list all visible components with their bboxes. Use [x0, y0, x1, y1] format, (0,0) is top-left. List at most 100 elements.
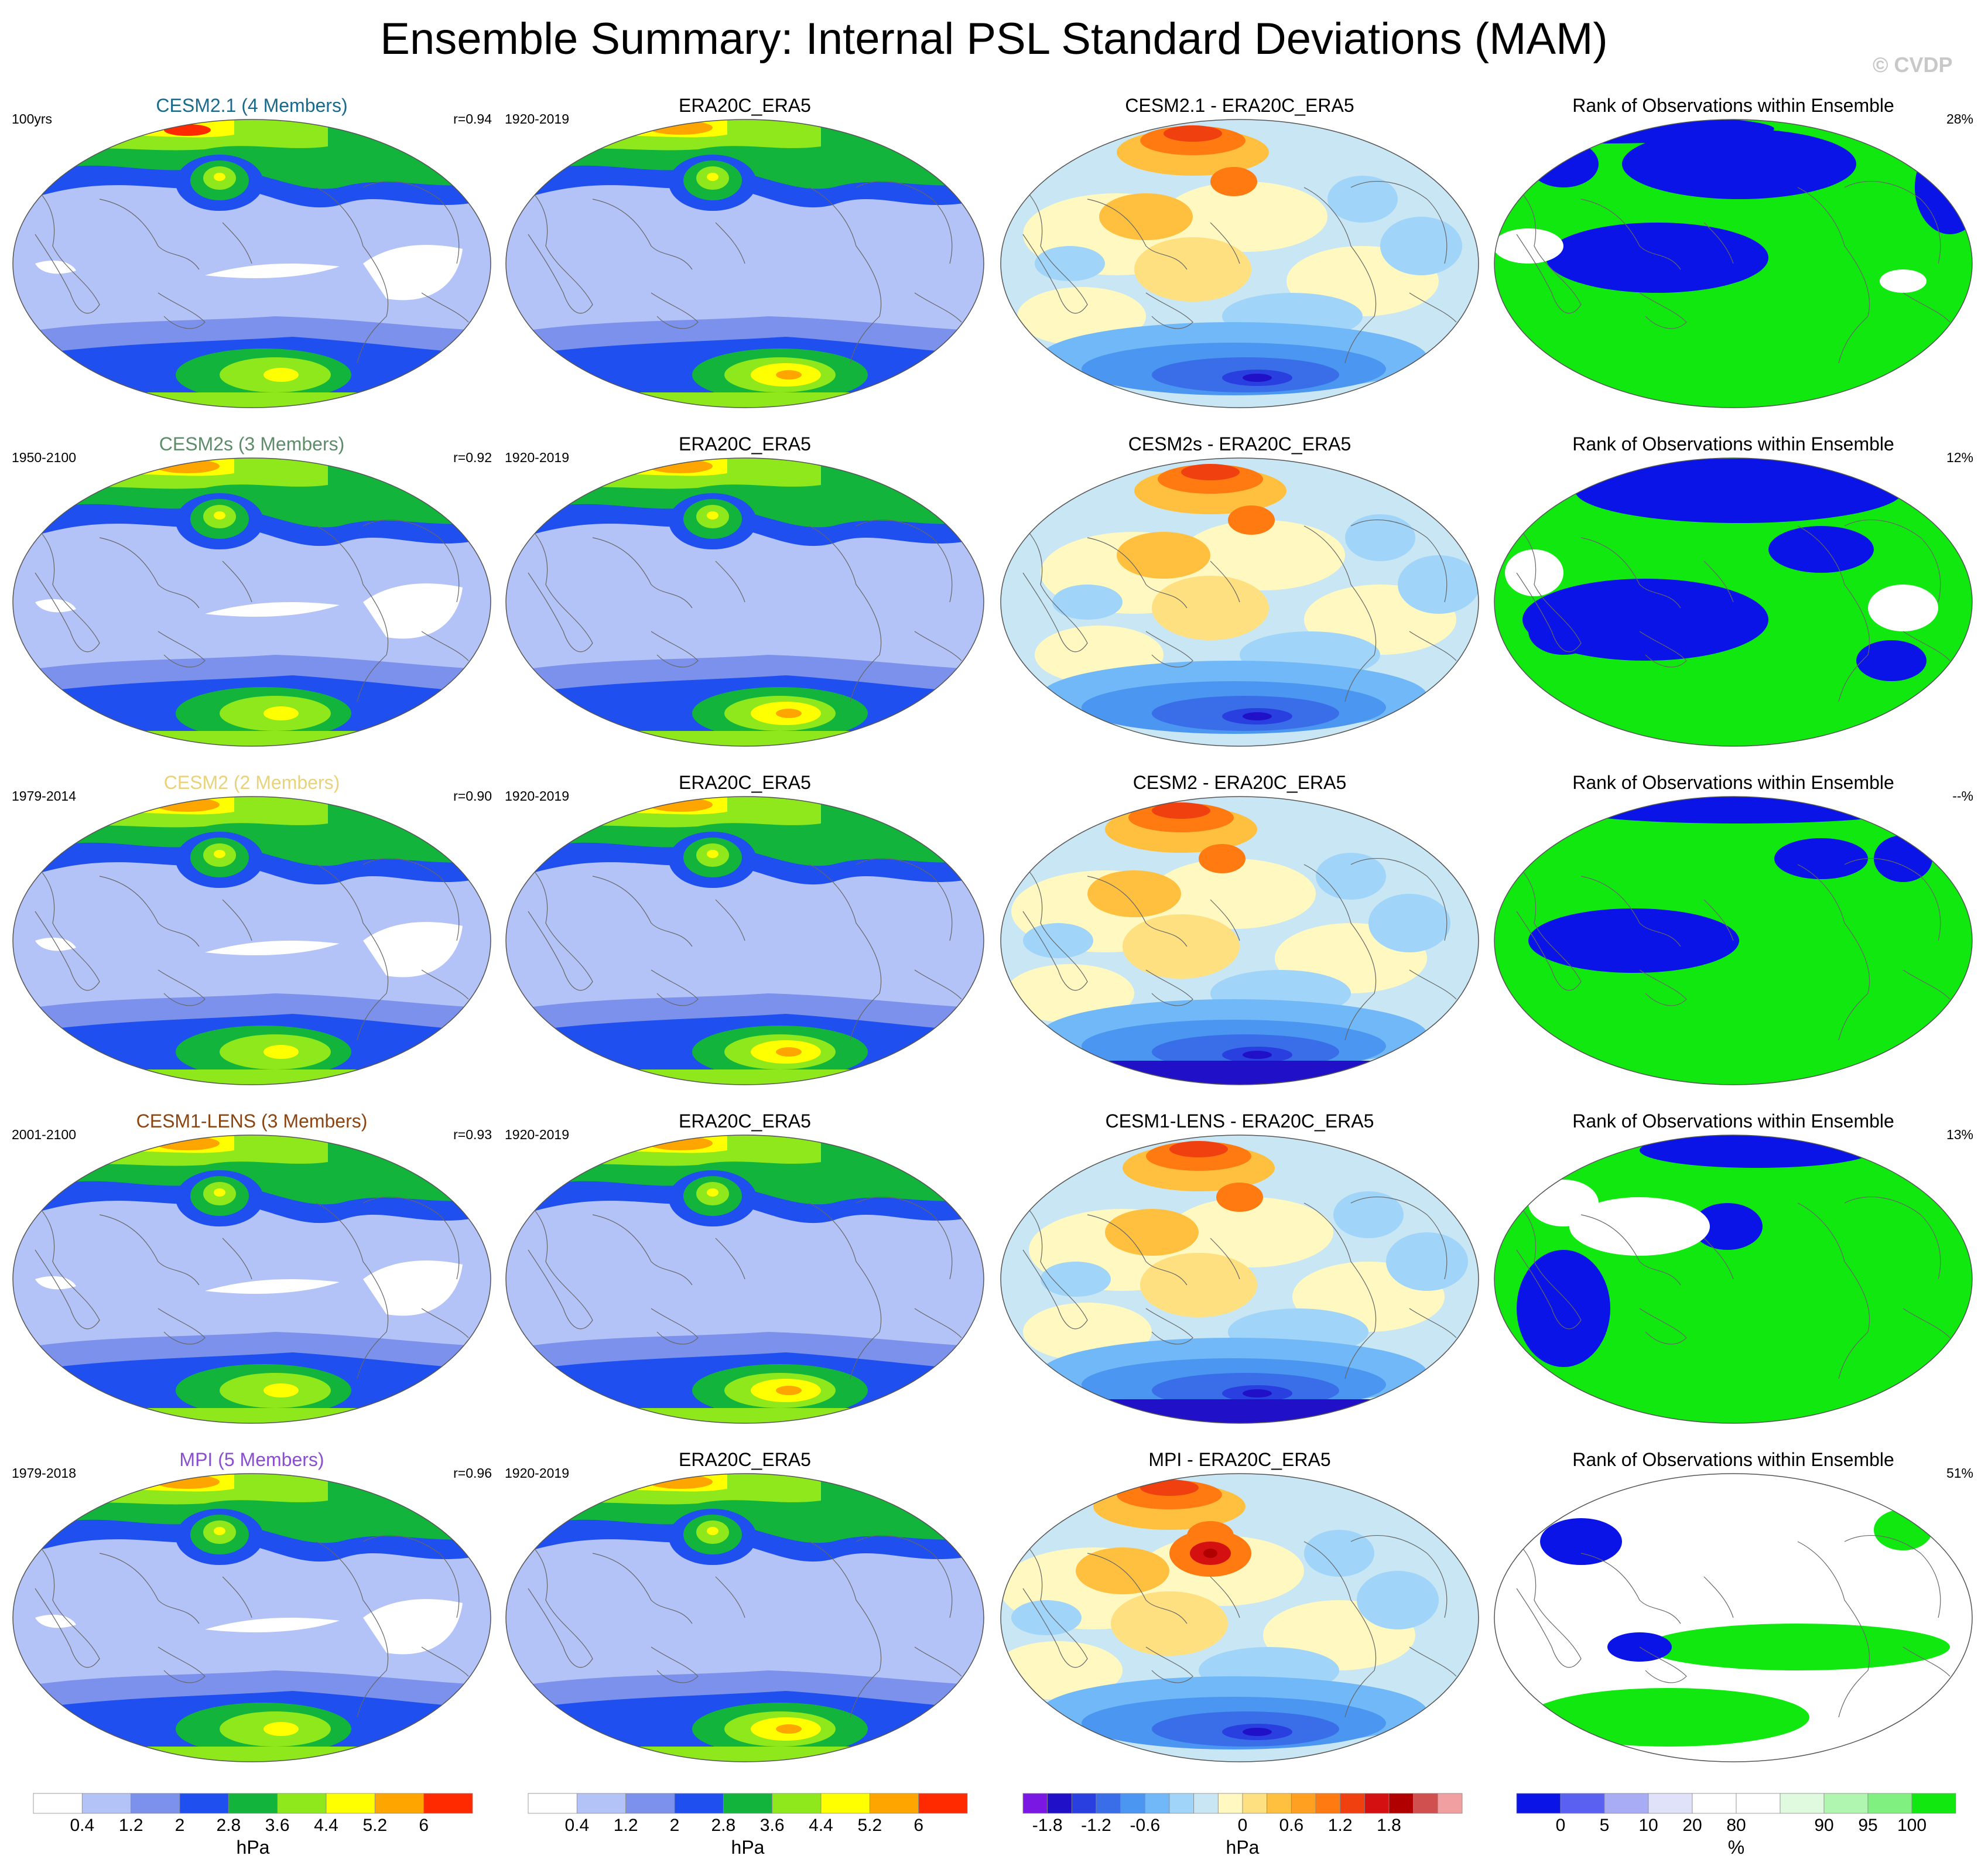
colorbar-swatch [1022, 1793, 1048, 1814]
coastline [35, 187, 100, 314]
map-panel-rank: Rank of Observations within Ensemble --% [1493, 771, 1973, 1105]
coastline [1639, 631, 1687, 668]
coastline [158, 969, 206, 1006]
colorbar-swatch [918, 1793, 968, 1814]
colorbar-swatch [1071, 1793, 1097, 1814]
coastline [856, 858, 953, 941]
map-border [1000, 1135, 1479, 1424]
coastline [222, 561, 252, 603]
coastline [715, 1238, 745, 1280]
colorbar-swatch [1413, 1793, 1438, 1814]
colorbar-tick-label: 0.4 [70, 1816, 95, 1835]
coastline [1580, 537, 1681, 609]
coastline [528, 187, 593, 314]
map-diff [1000, 1473, 1479, 1762]
coastline [158, 1308, 206, 1345]
map-panel-diff: CESM2 - ERA20C_ERA5 [1000, 771, 1480, 1105]
coastline [1580, 199, 1681, 270]
coastline [222, 899, 252, 941]
coastline [1303, 1202, 1377, 1379]
colorbar-3: -1.8 -1.2 -0.6 0 0.6 1.2 1.8 hPa [1022, 1792, 1467, 1868]
colorbar-swatch [423, 1793, 473, 1814]
coastline [1350, 858, 1448, 941]
colorbar-swatch [1340, 1793, 1365, 1814]
coastline [222, 222, 252, 264]
panel-period-label: 1920-2019 [505, 1127, 569, 1142]
colorbar-tick-label: 1.2 [1327, 1816, 1353, 1835]
colorbar-swatch [772, 1793, 822, 1814]
panel-title: Rank of Observations within Ensemble [1572, 95, 1894, 116]
coastline [362, 858, 460, 941]
colorbar-tick-label: 3.6 [265, 1816, 290, 1835]
colorbar-swatch [1911, 1793, 1956, 1814]
colorbar-tick-label: 4.4 [314, 1816, 338, 1835]
coastline [99, 199, 200, 270]
coastline [1022, 1202, 1088, 1330]
panel-title: ERA20C_ERA5 [679, 1110, 811, 1132]
coastline [1409, 969, 1457, 1000]
colorbar-tick-label: -0.6 [1130, 1816, 1161, 1835]
colorbar-swatch [131, 1793, 180, 1814]
coastline [1087, 199, 1188, 270]
coastline [914, 1308, 962, 1338]
map-rank [1494, 796, 1973, 1085]
coastline [316, 1541, 389, 1718]
rank-percent-label: 12% [1946, 450, 1973, 465]
coastline [1903, 969, 1951, 1000]
coastline [914, 1646, 962, 1677]
map-obs [505, 1473, 984, 1762]
colorbar-tick-label: 95 [1858, 1816, 1878, 1835]
panel-period-label: 1920-2019 [505, 111, 569, 127]
map-obs [505, 796, 984, 1085]
colorbar-swatch [1096, 1793, 1121, 1814]
map-panel-obs: ERA20C_ERA5 1920-2019 [505, 1109, 985, 1443]
map-model [12, 796, 491, 1085]
coastline [1022, 1541, 1088, 1668]
coastline [1210, 1576, 1240, 1618]
colorbar-unit-label: hPa [731, 1837, 765, 1858]
coastline [528, 525, 593, 652]
rank-percent-label: 28% [1946, 111, 1973, 127]
colorbar-swatch [1388, 1793, 1414, 1814]
colorbar-tick-label: 4.4 [809, 1816, 833, 1835]
colorbar-swatch [1047, 1793, 1072, 1814]
map-border [1494, 1473, 1973, 1762]
panel-title: ERA20C_ERA5 [679, 433, 811, 455]
coastline [914, 969, 962, 1000]
coastline [592, 1214, 693, 1286]
panel-period-label: 1920-2019 [505, 1465, 569, 1481]
coastline [99, 876, 200, 947]
coastline [421, 631, 469, 661]
rank-percent-label: 13% [1946, 1127, 1973, 1142]
panel-title: CESM2.1 (4 Members) [156, 95, 348, 116]
coastline [715, 899, 745, 941]
coastline [316, 525, 389, 702]
coastline [1639, 1308, 1687, 1345]
map-border [505, 119, 984, 408]
coastline [651, 631, 699, 668]
panel-title: CESM2 (2 Members) [163, 772, 340, 793]
coastline [856, 1535, 953, 1618]
panel-period-label: 1950-2100 [12, 450, 76, 465]
coastline [35, 1202, 100, 1330]
coastline [715, 561, 745, 603]
map-border [505, 457, 984, 747]
colorbar-swatch [1692, 1793, 1737, 1814]
rank-percent-label: --% [1952, 788, 1973, 804]
colorbar-tick-label: -1.2 [1081, 1816, 1111, 1835]
coastline [316, 1202, 389, 1379]
colorbar-tick-label: 80 [1726, 1816, 1746, 1835]
figure-title: Ensemble Summary: Internal PSL Standard … [380, 14, 1608, 64]
coastline [1516, 525, 1582, 652]
map-model [12, 119, 491, 408]
coastline [1703, 899, 1734, 941]
panel-title: CESM2.1 - ERA20C_ERA5 [1125, 95, 1354, 116]
coastline [1409, 292, 1457, 323]
map-rank [1494, 119, 1973, 408]
colorbar-swatch [1364, 1793, 1390, 1814]
map-panel-diff: MPI - ERA20C_ERA5 [1000, 1448, 1480, 1782]
map-border [1000, 457, 1479, 747]
coastline [651, 1308, 699, 1345]
coastline [1087, 1553, 1188, 1624]
colorbar-tick-label: 0.6 [1279, 1816, 1304, 1835]
